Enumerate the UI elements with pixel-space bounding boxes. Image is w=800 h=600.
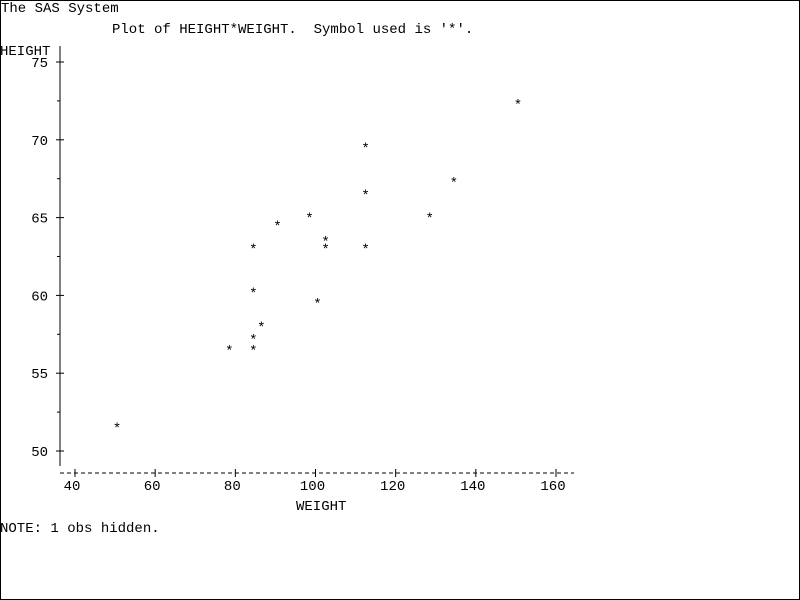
plot-title: Plot of HEIGHT*WEIGHT. Symbol used is '*… [112, 22, 474, 38]
y-tick-label: 75 [31, 56, 48, 72]
data-point: * [361, 142, 369, 158]
data-point: * [426, 212, 434, 228]
y-axis-label: HEIGHT [0, 44, 51, 60]
data-point: * [313, 297, 321, 313]
data-point: * [361, 243, 369, 259]
data-point: * [450, 176, 458, 192]
system-title: The SAS System [1, 1, 119, 17]
data-point: * [249, 243, 257, 259]
data-point: * [361, 188, 369, 204]
x-tick-label: 120 [380, 479, 405, 495]
data-point: * [113, 422, 121, 438]
x-tick-label: 140 [460, 479, 485, 495]
x-axis-label: WEIGHT [296, 499, 347, 515]
x-tick-label: 40 [64, 479, 81, 495]
x-tick-label: 160 [540, 479, 565, 495]
x-tick-label: 100 [300, 479, 325, 495]
data-point: * [257, 321, 265, 337]
x-tick-label: 80 [224, 479, 241, 495]
data-point: * [273, 219, 281, 235]
data-point: * [514, 98, 522, 114]
y-tick-label: 60 [31, 289, 48, 305]
data-point: * [321, 243, 329, 259]
y-tick-label: 70 [31, 134, 48, 150]
data-point: * [249, 333, 257, 349]
data-point: * [321, 235, 329, 251]
data-point: * [249, 344, 257, 360]
y-tick-label: 55 [31, 367, 48, 383]
x-tick-label: 60 [144, 479, 161, 495]
y-tick-label: 50 [31, 445, 48, 461]
y-tick-label: 65 [31, 212, 48, 228]
data-point: * [305, 212, 313, 228]
data-point: * [249, 286, 257, 302]
note-text: NOTE: 1 obs hidden. [0, 521, 160, 537]
data-point: * [225, 344, 233, 360]
